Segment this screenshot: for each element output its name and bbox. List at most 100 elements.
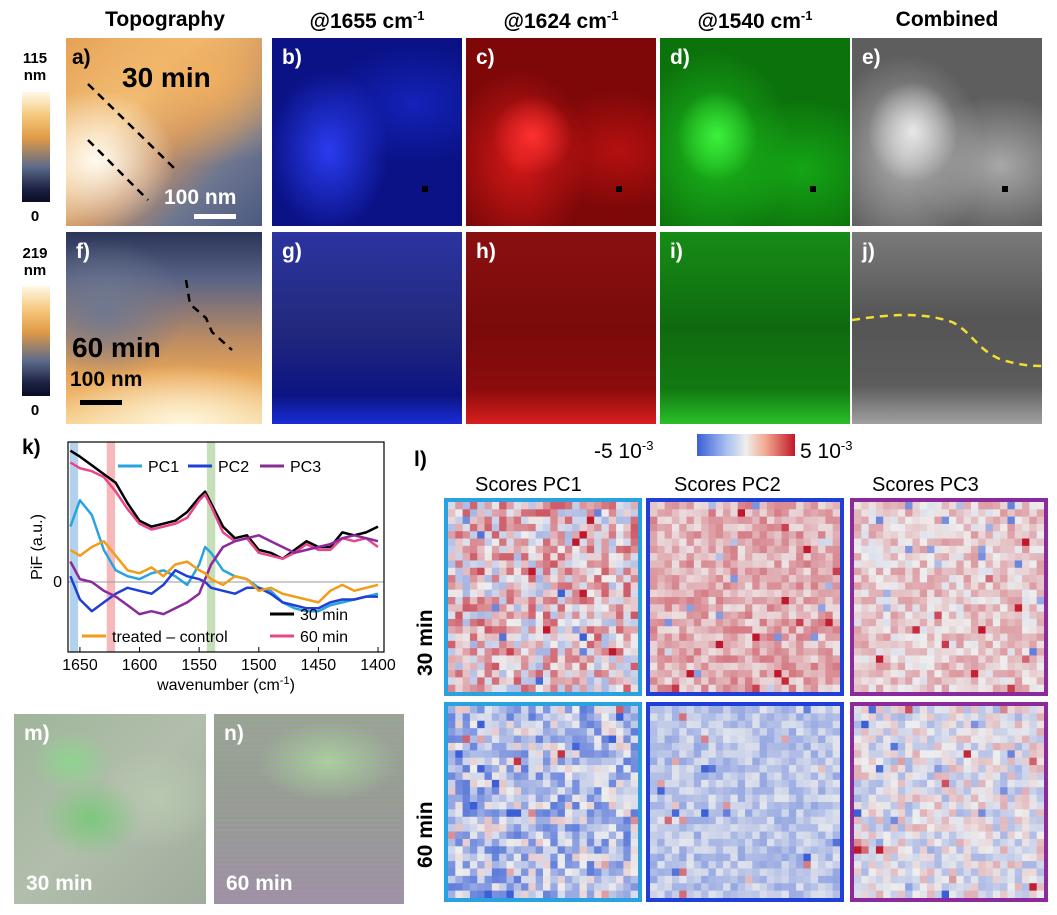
heatmap-cell	[992, 838, 1001, 847]
heatmap-cell	[1022, 633, 1030, 642]
heatmap-cell	[1014, 502, 1023, 510]
heatmap-cell	[550, 875, 559, 884]
heatmap-cell	[550, 787, 559, 796]
heatmap-cell	[484, 742, 493, 751]
heatmap-cell	[1036, 626, 1044, 635]
heatmap-cell	[616, 838, 624, 847]
heatmap-cell	[671, 545, 680, 554]
heatmap-cell	[708, 890, 717, 898]
heatmap-cell	[868, 720, 877, 729]
heatmap-cell	[956, 567, 965, 576]
heatmap-cell	[1036, 706, 1044, 714]
heatmap-cell	[992, 516, 1001, 525]
heatmap-cell	[455, 794, 464, 803]
heatmap-cell	[579, 604, 588, 613]
heatmap-cell	[875, 640, 884, 649]
heatmap-cell	[825, 633, 834, 642]
heatmap-cell	[650, 883, 658, 892]
heatmap-cell	[564, 560, 573, 569]
heatmap-cell	[854, 582, 862, 591]
heatmap-cell	[671, 809, 680, 818]
heatmap-cell	[543, 772, 551, 781]
heatmap-cell	[905, 706, 913, 714]
heatmap-cell	[985, 883, 994, 892]
heatmap-cell	[1036, 735, 1044, 744]
heatmap-cell	[796, 728, 804, 737]
heatmap-cell	[521, 831, 529, 840]
heatmap-cell	[708, 516, 717, 525]
heatmap-cell	[978, 706, 987, 714]
heatmap-cell	[868, 670, 877, 678]
heatmap-cell	[462, 853, 471, 862]
heatmap-cell	[564, 890, 573, 898]
heatmap-cell	[1000, 824, 1008, 833]
heatmap-cell	[737, 720, 746, 729]
heatmap-cell	[679, 750, 688, 759]
heatmap-cell	[491, 502, 500, 510]
heatmap-cell	[854, 831, 862, 840]
heatmap-cell	[949, 765, 957, 773]
heatmap-cell	[601, 838, 610, 847]
heatmap-cell	[715, 809, 724, 818]
heatmap-cell	[484, 802, 493, 810]
heatmap-cell	[608, 582, 617, 591]
heatmap-cell	[978, 735, 987, 744]
heatmap-cell	[1007, 765, 1016, 773]
heatmap-cell	[455, 720, 464, 729]
heatmap-cell	[745, 611, 753, 620]
heatmap-cell	[978, 560, 987, 569]
heatmap-cell	[927, 670, 935, 678]
heatmap-cell	[564, 545, 573, 554]
heatmap-cell	[861, 553, 870, 561]
scale-bar	[194, 214, 236, 219]
heatmap-cell	[608, 567, 617, 576]
heatmap-cell	[927, 648, 935, 656]
heatmap-cell	[579, 883, 588, 892]
heatmap-cell	[506, 567, 515, 576]
heatmap-cell	[528, 779, 537, 788]
heatmap-cell	[448, 502, 456, 510]
heatmap-cell	[564, 787, 573, 796]
panel-label-f: f)	[76, 240, 90, 263]
heatmap-cell	[1000, 575, 1008, 583]
heatmap-cell	[992, 684, 1001, 692]
heatmap-cell	[934, 794, 943, 803]
heatmap-cell	[737, 750, 746, 759]
heatmap-cell	[1014, 772, 1023, 781]
heatmap-cell	[854, 531, 862, 540]
heatmap-cell	[535, 655, 544, 664]
heatmap-cell	[832, 713, 840, 722]
heatmap-cell	[650, 824, 658, 833]
heatmap-cell	[564, 728, 573, 737]
heatmap-cell	[513, 545, 522, 554]
heatmap-cell	[745, 648, 753, 656]
heatmap-cell	[701, 677, 709, 686]
heatmap-cell	[1029, 757, 1038, 766]
heatmap-cell	[854, 861, 862, 869]
heatmap-cell	[679, 713, 688, 722]
heatmap-cell	[883, 582, 892, 591]
heatmap-cell	[832, 560, 840, 569]
heatmap-cell	[774, 742, 783, 751]
heatmap-cell	[1000, 831, 1008, 840]
heatmap-cell	[535, 883, 544, 892]
heatmap-cell	[616, 853, 624, 862]
heatmap-cell	[956, 553, 965, 561]
heatmap-cell	[671, 779, 680, 788]
heatmap-cell	[535, 560, 544, 569]
heatmap-cell	[664, 611, 673, 620]
heatmap-cell	[854, 553, 862, 561]
heatmap-cell	[1022, 553, 1030, 561]
heatmap-cell	[499, 648, 507, 656]
heatmap-cell	[586, 626, 595, 635]
heatmap-cell	[890, 728, 899, 737]
heatmap-cell	[1022, 787, 1030, 796]
heatmap-cell	[513, 662, 522, 671]
heatmap-cell	[557, 611, 566, 620]
heatmap-cell	[506, 597, 515, 605]
heatmap-cell	[796, 787, 804, 796]
heatmap-cell	[572, 516, 581, 525]
heatmap-cell	[616, 545, 624, 554]
heatmap-cell	[1022, 538, 1030, 547]
heatmap-cell	[912, 648, 921, 656]
